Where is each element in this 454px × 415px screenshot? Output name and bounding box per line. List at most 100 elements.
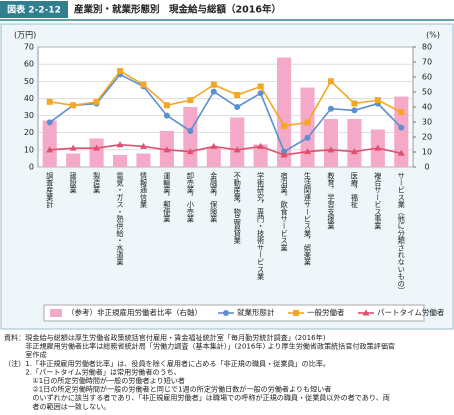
- y2-tick-label: 0: [424, 163, 429, 172]
- x-tick-label: 生活関連サービス業，娯楽業: [304, 171, 313, 266]
- bar: [394, 96, 409, 167]
- note: （注）1.「非正規雇用労働者比率」は、役員を除く雇用者に占める「非正規の職員・従…: [4, 359, 330, 368]
- note: 室作成: [4, 350, 47, 359]
- y-tick-label: 20: [24, 128, 34, 137]
- y-tick-label: 10: [24, 145, 34, 154]
- x-tick-label: 運輸業，郵便業: [163, 171, 172, 223]
- x-tick-label: 建設業: [69, 171, 78, 194]
- y2-tick-label: 30: [422, 118, 432, 127]
- y-tick-label: 40: [24, 94, 34, 103]
- line: [49, 69, 402, 127]
- bar: [277, 57, 292, 167]
- x-tick-label: 電気・ガス・熱供給・水道業: [116, 172, 125, 267]
- marker: [163, 112, 170, 119]
- note: のいずれかに該当する者であり、「非正規雇用労働者」は職場での呼称が正規の職員・従…: [4, 393, 390, 402]
- y2-tick-label: 20: [422, 133, 432, 142]
- marker: [327, 78, 334, 85]
- marker: [362, 309, 370, 316]
- marker: [46, 119, 53, 126]
- marker: [257, 90, 264, 97]
- x-tick-label: 金融業，保険業: [209, 171, 218, 223]
- x-tick-label: 卸売業，小売業: [186, 171, 195, 223]
- y-tick-label: 60: [24, 60, 34, 69]
- marker: [70, 102, 77, 109]
- marker: [210, 142, 218, 149]
- y-tick-label: 50: [24, 77, 34, 86]
- note: ②1日の所定労働時間が一般の労働者と同じで1週の所定労働日数が一般の労働者よりも…: [4, 385, 331, 394]
- y-tick-label: 0: [29, 163, 34, 172]
- note: 非正規雇用労働者比率は総務省統計局「労働力調査（基本集計）」(2016年) より…: [4, 342, 395, 351]
- x-tick-label: 調査産業計: [46, 171, 55, 209]
- note: 2.「パートタイム労働者」は常用労働者のうち、: [4, 367, 181, 376]
- marker: [93, 144, 101, 151]
- marker: [257, 83, 264, 90]
- legend-label: 一般労働者: [307, 307, 345, 317]
- x-tick-label: 情報通信業: [139, 171, 148, 209]
- marker: [69, 144, 77, 151]
- marker: [327, 105, 334, 112]
- y2-tick-label: 70: [422, 58, 432, 67]
- marker: [280, 151, 288, 158]
- x-tick-label: サービス業（他に分類されないもの）: [397, 172, 406, 294]
- y-tick-label: 30: [24, 111, 34, 120]
- marker: [304, 119, 311, 126]
- marker: [234, 104, 241, 110]
- marker: [351, 107, 358, 114]
- line: [49, 143, 402, 156]
- marker: [186, 148, 194, 155]
- marker: [93, 98, 100, 105]
- bar: [89, 138, 104, 167]
- marker: [210, 88, 217, 95]
- marker: [257, 142, 265, 149]
- bar: [183, 107, 198, 167]
- marker: [187, 128, 194, 134]
- marker: [397, 149, 405, 156]
- figure-label: 図表 2-2-12: [7, 4, 61, 16]
- bar: [113, 155, 128, 167]
- y2-tick-label: 80: [422, 43, 432, 52]
- y2-unit: (%): [426, 31, 440, 40]
- marker: [293, 310, 299, 316]
- line: [49, 73, 402, 153]
- legend-label: パートタイム労働者: [377, 307, 445, 317]
- x-tick-label: 複合サービス事業: [374, 171, 383, 230]
- y-unit: (万円): [14, 31, 36, 40]
- y2-tick-label: 10: [422, 148, 432, 157]
- marker: [398, 124, 405, 131]
- note: 者の範囲は一致しない。: [4, 402, 110, 411]
- y2-tick-label: 60: [422, 73, 432, 82]
- legend-swatch: [50, 309, 62, 317]
- marker: [234, 92, 241, 98]
- bar: [323, 119, 338, 167]
- y2-tick-label: 50: [422, 88, 432, 97]
- note: 資料：現金給与総額は厚生労働省政策統括官付雇用・賃金福祉統計室「毎月勤労統計調査…: [4, 333, 326, 342]
- chart-title: 産業別・就業形態別 現金給与総額（2016年）: [74, 4, 281, 16]
- bar: [206, 147, 221, 167]
- marker: [117, 68, 124, 74]
- marker: [233, 146, 241, 153]
- marker: [350, 148, 358, 155]
- marker: [327, 146, 335, 153]
- marker: [223, 310, 229, 316]
- x-tick-label: 医療，福祉: [350, 172, 359, 209]
- legend-label: 就業形態計: [237, 307, 275, 317]
- marker: [304, 148, 312, 155]
- marker: [304, 134, 311, 141]
- legend-label: （参考）非正規雇用労働者比率（右軸）: [67, 307, 202, 317]
- x-tick-label: 製造業: [93, 171, 102, 194]
- x-tick-label: 教育，学習支援業: [327, 171, 336, 230]
- bar: [253, 144, 268, 167]
- bar: [347, 119, 362, 167]
- marker: [351, 100, 358, 107]
- marker: [187, 97, 194, 104]
- bar: [66, 153, 81, 167]
- bar: [300, 87, 315, 167]
- marker: [140, 81, 147, 88]
- x-tick-label: 不動産業，物品賃貸業: [233, 172, 242, 245]
- marker: [374, 97, 381, 104]
- bar: [230, 117, 245, 167]
- marker: [163, 102, 170, 109]
- marker: [116, 141, 124, 148]
- bar: [42, 120, 57, 167]
